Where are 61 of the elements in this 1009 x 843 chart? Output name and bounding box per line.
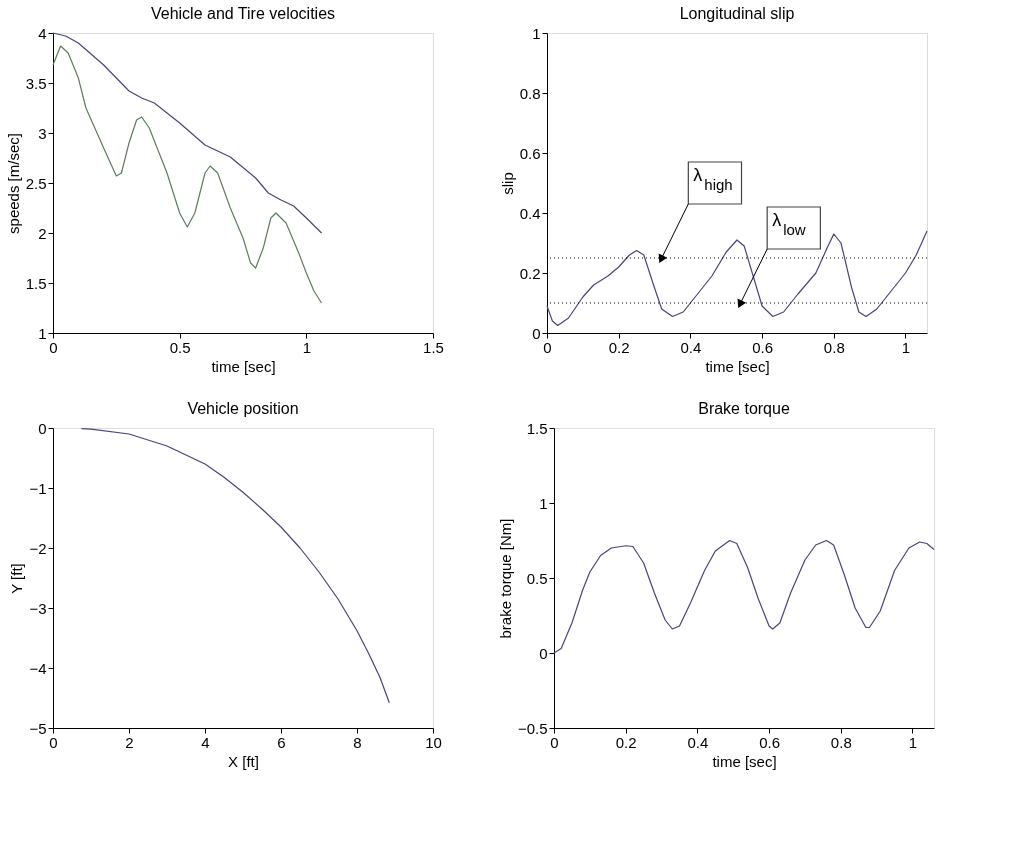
x-tick-label: 0.4	[680, 338, 702, 356]
y-tick-label: 4	[38, 24, 47, 42]
x-tick-label: 1.5	[423, 338, 444, 356]
line-series	[80, 428, 390, 704]
y-tick-label: −4	[29, 659, 47, 677]
x-tick-label: 0.4	[687, 733, 709, 751]
x-axis-title: time [sec]	[705, 357, 770, 375]
x-tick-label: 0.6	[752, 338, 774, 356]
x-tick-label: 0.8	[830, 733, 852, 751]
y-tick-label: 0	[38, 419, 47, 437]
x-axis-title: time [sec]	[712, 752, 777, 770]
y-tick-label: 2	[38, 224, 47, 242]
x-tick-label: 0	[49, 338, 58, 356]
y-tick-label: 0.5	[526, 569, 548, 587]
x-tick-label: 0.8	[823, 338, 845, 356]
y-tick-label: −2	[29, 539, 47, 557]
x-tick-label: 1	[302, 338, 312, 356]
line-series	[52, 32, 323, 234]
x-tick-label: 2	[125, 733, 134, 751]
y-axis-title: slip	[498, 172, 516, 195]
y-tick-label: −5	[29, 719, 47, 737]
line-series	[52, 45, 323, 304]
chart-title: Longitudinal slip	[679, 5, 795, 22]
x-tick-label: 0.5	[169, 338, 191, 356]
x-tick-label: 0	[550, 733, 559, 751]
y-axis-title: brake torque [Nm]	[496, 518, 514, 639]
y-tick-label: 0.2	[519, 264, 541, 282]
y-tick-label: 0.6	[519, 144, 541, 162]
x-tick-label: 0.6	[759, 733, 781, 751]
y-axis-title: speeds [m/sec]	[4, 133, 22, 234]
y-tick-label: 0	[532, 324, 541, 342]
x-tick-label: 0.2	[615, 733, 637, 751]
y-tick-label: 0.4	[519, 204, 541, 222]
y-tick-label: 0.8	[519, 84, 541, 102]
x-tick-label: 1	[908, 733, 918, 751]
x-tick-label: 1	[901, 338, 911, 356]
chart-title: Vehicle and Tire velocities	[150, 5, 336, 22]
x-tick-label: 6	[277, 733, 286, 751]
chart-title: Brake torque	[698, 400, 790, 417]
y-tick-label: 0	[539, 644, 548, 662]
x-tick-label: 8	[353, 733, 362, 751]
y-tick-label: 1.5	[526, 419, 548, 437]
y-tick-label: 3	[38, 124, 47, 142]
y-tick-label: −1	[29, 479, 47, 497]
y-tick-label: 1	[38, 324, 47, 342]
x-axis-title: X [ft]	[228, 752, 259, 770]
line-series	[553, 539, 935, 654]
chart-title: Vehicle position	[187, 400, 299, 417]
y-tick-label: 2.5	[25, 174, 47, 192]
y-tick-label: 1	[532, 24, 541, 42]
y-tick-label: 3.5	[25, 74, 47, 92]
y-tick-label: −0.5	[517, 719, 548, 737]
x-tick-label: 0	[49, 733, 58, 751]
x-tick-label: 0.2	[608, 338, 630, 356]
y-tick-label: −3	[29, 599, 47, 617]
y-tick-label: 1.5	[25, 274, 47, 292]
y-tick-label: 1	[539, 494, 548, 512]
x-tick-label: 10	[425, 733, 442, 751]
x-tick-label: 4	[201, 733, 210, 751]
x-axis-title: time [sec]	[211, 357, 276, 375]
y-axis-title: Y [ft]	[8, 563, 26, 594]
